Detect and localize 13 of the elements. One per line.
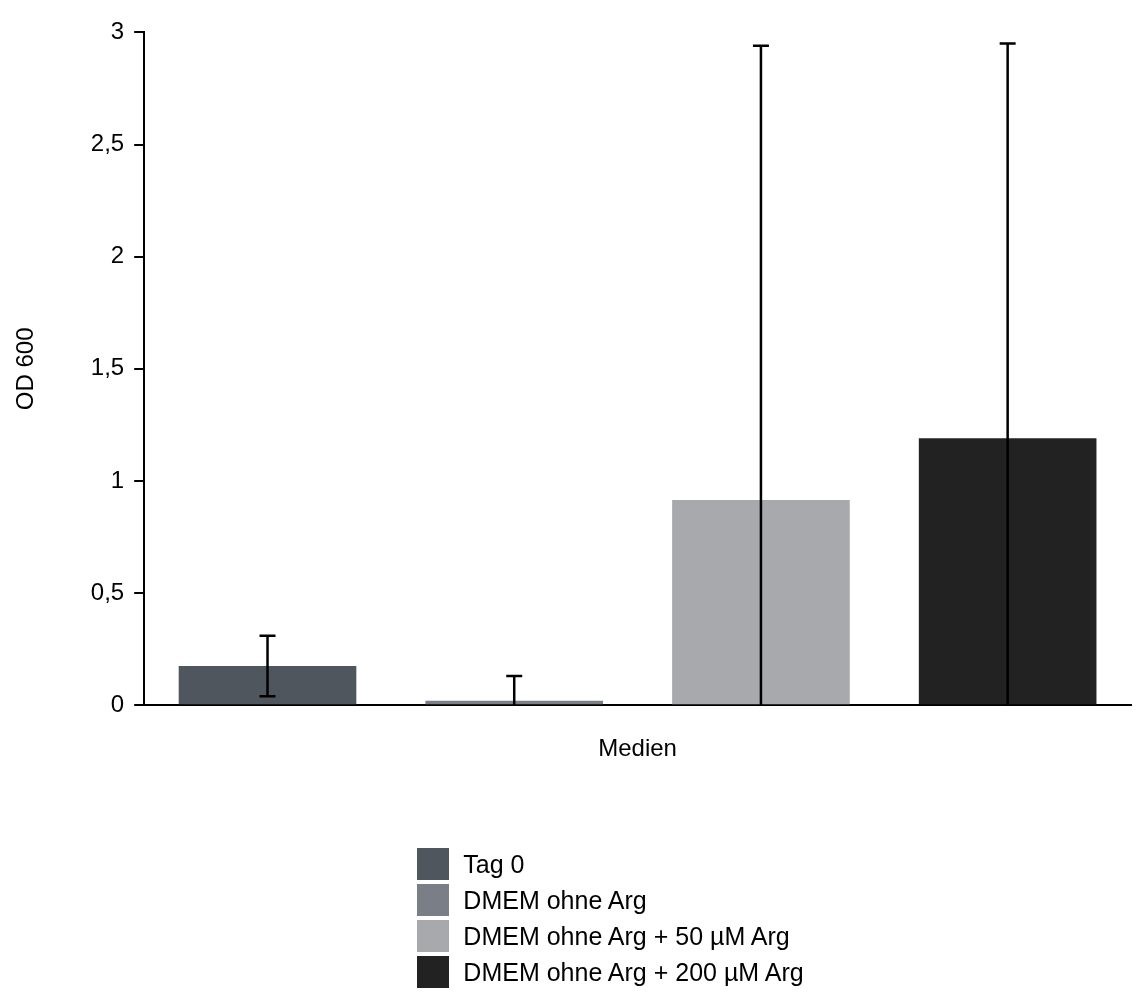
legend-label: Tag 0	[463, 849, 525, 879]
y-tick-label: 0	[110, 689, 125, 717]
y-axis-title: OD 600	[11, 327, 39, 411]
legend-label: DMEM ohne Arg + 50 µM Arg	[463, 921, 790, 951]
y-tick-label: 1,5	[90, 353, 125, 381]
legend-label: DMEM ohne Arg + 200 µM Arg	[463, 957, 804, 987]
legend-label: DMEM ohne Arg	[463, 885, 647, 915]
y-tick-label: 0,5	[90, 577, 125, 605]
x-axis-title: Medien	[598, 734, 677, 762]
y-tick-label: 1	[110, 465, 125, 493]
y-tick-label: 2,5	[90, 129, 125, 157]
y-tick-label: 2	[110, 241, 125, 269]
y-tick-label: 3	[110, 17, 125, 45]
